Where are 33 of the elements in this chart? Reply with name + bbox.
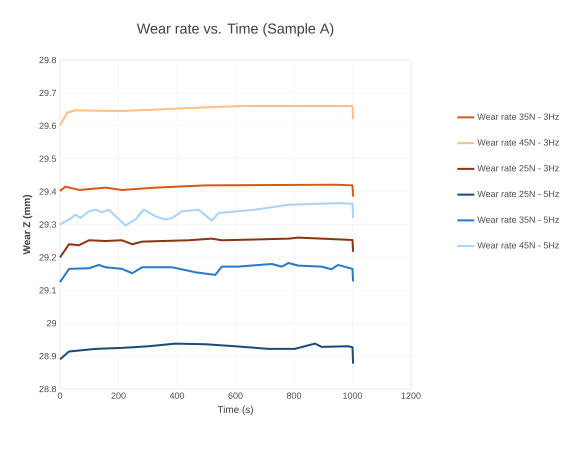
- y-tick-label: 29.6: [39, 122, 56, 129]
- y-tick-label: 29.1: [39, 287, 56, 294]
- y-tick-label: 29.3: [39, 221, 56, 228]
- line-series: [59, 236, 354, 258]
- chart-title: Wear rate vs. Time (Sample A): [136, 23, 334, 37]
- legend-label: Wear rate 25N - 5Hz: [477, 190, 559, 198]
- line-series: [59, 184, 354, 198]
- legend-label: Wear rate 25N - 3Hz: [477, 165, 559, 172]
- x-tick-label: 600: [228, 392, 243, 399]
- y-tick-label: 29.2: [39, 254, 56, 261]
- x-tick-label: 0: [58, 392, 62, 399]
- y-tick-label: 29.8: [39, 56, 56, 64]
- legend-label: Wear rate 45N - 5Hz: [477, 242, 559, 248]
- x-tick-label: 800: [286, 392, 302, 399]
- y-tick-label: 28.9: [39, 352, 56, 360]
- line-series: [59, 105, 354, 126]
- legend-label: Wear rate 45N - 3Hz: [477, 139, 559, 146]
- legend-label: Wear rate 35N - 3Hz: [477, 114, 559, 120]
- y-axis-title: Wear Z (mm): [22, 194, 32, 255]
- y-tick-label: 28.8: [39, 386, 56, 392]
- x-tick-label: 1000: [343, 392, 362, 399]
- line-series: [59, 202, 354, 226]
- line-series: [59, 262, 354, 284]
- x-tick-label: 1200: [402, 392, 421, 399]
- legend-label: Wear rate 35N - 5Hz: [477, 216, 559, 223]
- y-tick-label: 29: [46, 320, 56, 326]
- x-tick-label: 400: [170, 392, 184, 399]
- line-series: [59, 342, 354, 365]
- x-axis-title: Time (s): [218, 406, 253, 415]
- x-tick-label: 200: [111, 392, 126, 399]
- y-tick-label: 29.5: [39, 156, 56, 162]
- y-tick-label: 29.7: [39, 90, 56, 96]
- y-tick-label: 29.4: [39, 188, 56, 195]
